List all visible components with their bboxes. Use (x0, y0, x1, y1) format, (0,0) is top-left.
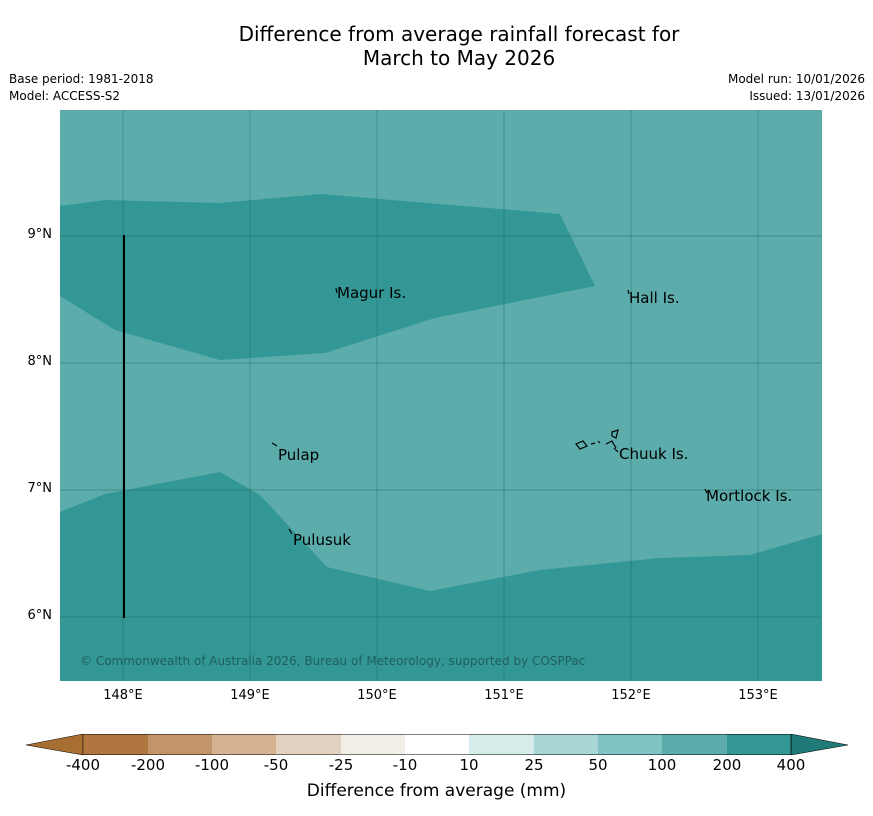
meta-left: Base period: 1981-2018 Model: ACCESS-S2 (9, 71, 154, 105)
lon-label-153e: 153°E (738, 688, 778, 703)
colorbar-swatch-2 (148, 734, 212, 755)
legend-tick: -50 (263, 756, 289, 774)
base-period: Base period: 1981-2018 (9, 72, 154, 86)
island-outlines (271, 287, 708, 535)
map-svg (60, 110, 822, 681)
colorbar-swatch-6 (405, 734, 469, 755)
colorbar-swatch-5 (341, 734, 405, 755)
legend-tick: 100 (647, 756, 677, 774)
legend-tick: -10 (392, 756, 418, 774)
colorbar-svg (25, 733, 849, 756)
colorbar-swatch-11 (727, 734, 791, 755)
place-pulap: Pulap (278, 446, 320, 464)
lon-label-152e: 152°E (611, 688, 651, 703)
colorbar-title: Difference from average (mm) (306, 781, 567, 801)
legend-tick: -25 (328, 756, 354, 774)
copyright-notice: © Commonwealth of Australia 2026, Bureau… (80, 654, 586, 668)
colorbar-outline (82, 734, 792, 755)
place-mortlock: Mortlock Is. (706, 487, 793, 505)
colorbar-extend-high (790, 733, 849, 756)
gridlines (60, 110, 822, 681)
title-line-2: March to May 2026 (362, 46, 556, 70)
colorbar-swatch-3 (212, 734, 276, 755)
place-chuuk: Chuuk Is. (619, 445, 689, 463)
colorbar-swatch-9 (598, 734, 662, 755)
model-name: Model: ACCESS-S2 (9, 89, 121, 103)
lat-label-8n: 8°N (27, 354, 53, 369)
map-title: Difference from average rainfall forecas… (0, 22, 873, 70)
legend-tick: -100 (194, 756, 230, 774)
colorbar-swatch-10 (662, 734, 727, 755)
legend-tick: -200 (130, 756, 166, 774)
lat-label-6n: 6°N (27, 608, 53, 623)
legend-tick: 400 (776, 756, 806, 774)
meta-right: Model run: 10/01/2026 Issued: 13/01/2026 (728, 71, 865, 105)
place-hall: Hall Is. (629, 289, 680, 307)
title-line-1: Difference from average rainfall forecas… (238, 22, 680, 46)
lat-label-7n: 7°N (27, 481, 53, 496)
colorbar-swatch-7 (469, 734, 534, 755)
legend-tick: 25 (524, 756, 544, 774)
place-magur: Magur Is. (337, 284, 407, 302)
band-200-400-north (60, 194, 595, 360)
colorbar-extend-low (25, 733, 84, 756)
lon-label-150e: 150°E (357, 688, 397, 703)
legend-tick: -400 (65, 756, 101, 774)
place-pulusuk: Pulusuk (293, 531, 351, 549)
band-200-400-south (60, 472, 822, 681)
colorbar (25, 733, 849, 756)
legend-tick: 50 (588, 756, 608, 774)
colorbar-swatch-4 (276, 734, 341, 755)
model-run: Model run: 10/01/2026 (727, 72, 865, 86)
lat-label-9n: 9°N (27, 227, 53, 242)
issued-date: Issued: 13/01/2026 (749, 89, 865, 103)
colorbar-swatch-1 (83, 734, 148, 755)
lon-label-151e: 151°E (484, 688, 524, 703)
colorbar-swatch-8 (534, 734, 598, 755)
legend-tick: 200 (712, 756, 742, 774)
lon-label-148e: 148°E (103, 688, 143, 703)
map-panel (60, 110, 822, 681)
legend-tick: 10 (459, 756, 479, 774)
lon-label-149e: 149°E (230, 688, 270, 703)
